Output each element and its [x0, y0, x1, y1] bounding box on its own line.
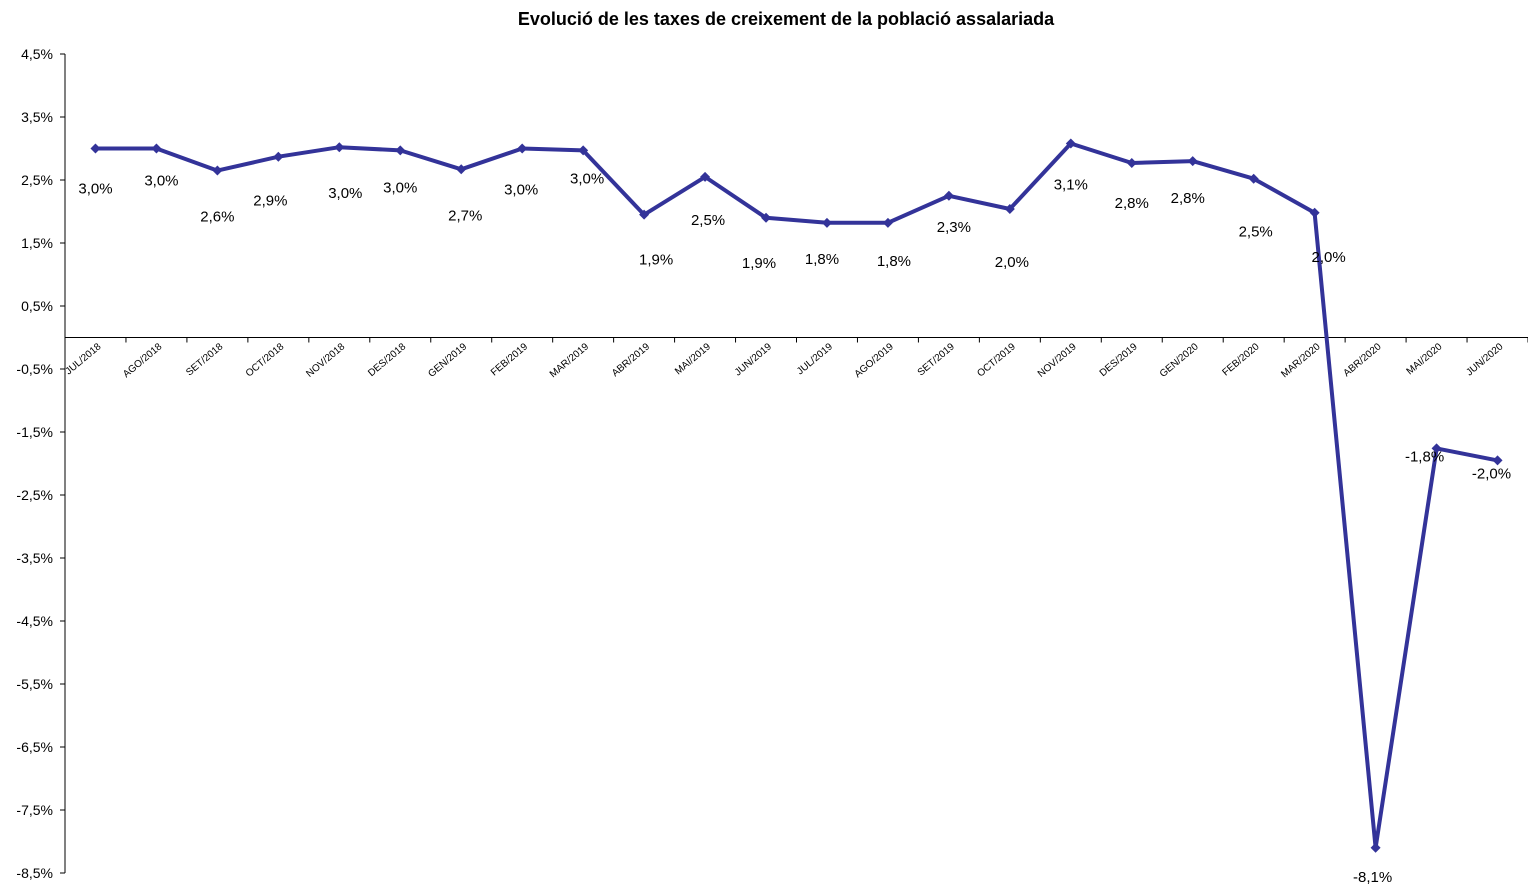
data-label: 2,9%	[253, 193, 287, 210]
data-point	[1309, 207, 1320, 218]
x-tick-label: ABR/2020	[1342, 341, 1384, 379]
data-point	[700, 171, 711, 182]
data-label: 2,5%	[1239, 224, 1273, 241]
data-point	[1126, 157, 1137, 168]
data-label: 2,7%	[448, 207, 482, 224]
x-tick-label: SET/2019	[916, 341, 957, 378]
x-tick-label: OCT/2019	[975, 341, 1018, 379]
x-tick-label: DES/2019	[1098, 341, 1140, 379]
data-label: 3,0%	[383, 179, 417, 196]
data-label: 3,0%	[144, 173, 178, 190]
data-point	[943, 190, 954, 201]
x-tick-label: ABR/2019	[610, 341, 652, 379]
data-point	[334, 142, 345, 153]
x-tick-label: MAR/2020	[1279, 341, 1323, 380]
data-label: 1,8%	[877, 253, 911, 270]
chart-title: Evolució de les taxes de creixement de l…	[517, 9, 1055, 29]
x-tick-label: GEN/2019	[426, 341, 469, 380]
data-point	[1431, 443, 1442, 454]
y-tick-label: -6,5%	[16, 739, 53, 755]
y-tick-label: -7,5%	[16, 802, 53, 818]
data-point	[578, 145, 589, 156]
x-tick-label: MAI/2019	[673, 341, 713, 377]
x-tick-label: GEN/2020	[1158, 341, 1201, 380]
data-label: 1,9%	[639, 252, 673, 269]
x-tick-label: MAI/2020	[1405, 341, 1445, 377]
data-label: 3,1%	[1054, 176, 1088, 193]
x-tick-label: MAR/2019	[548, 341, 592, 380]
data-label: 3,0%	[570, 170, 604, 187]
data-point	[1065, 138, 1076, 149]
data-label: 1,9%	[742, 255, 776, 272]
data-label: 2,0%	[1312, 249, 1346, 266]
data-label: 3,0%	[78, 181, 112, 198]
y-tick-label: -5,5%	[16, 676, 53, 692]
data-label: -2,0%	[1472, 465, 1511, 482]
data-point	[90, 143, 101, 154]
data-label: 2,8%	[1115, 195, 1149, 212]
data-point	[151, 143, 162, 154]
data-point	[1370, 842, 1381, 853]
y-tick-label: -0,5%	[16, 361, 53, 377]
data-label: 2,8%	[1171, 190, 1205, 207]
data-point	[273, 151, 284, 162]
data-label: 2,0%	[995, 254, 1029, 271]
y-tick-label: 2,5%	[21, 172, 53, 188]
data-label: 3,0%	[504, 182, 538, 199]
data-point	[212, 165, 223, 176]
x-tick-label: AGO/2018	[121, 341, 165, 380]
x-tick-label: NOV/2019	[1036, 341, 1079, 380]
y-tick-label: -3,5%	[16, 550, 53, 566]
data-label: -8,1%	[1353, 869, 1392, 886]
data-label: 2,3%	[937, 219, 971, 236]
y-tick-label: -1,5%	[16, 424, 53, 440]
data-point	[761, 212, 772, 223]
y-tick-label: 4,5%	[21, 46, 53, 62]
data-point	[1187, 156, 1198, 167]
x-tick-label: SET/2018	[184, 341, 225, 378]
x-tick-label: JUN/2019	[733, 341, 774, 378]
data-point	[517, 143, 528, 154]
data-label: 1,8%	[805, 251, 839, 268]
data-label: -1,8%	[1405, 448, 1444, 465]
x-tick-label: NOV/2018	[304, 341, 347, 380]
x-tick-label: FEB/2019	[489, 341, 530, 378]
y-tick-label: 1,5%	[21, 235, 53, 251]
series-line	[95, 141, 1498, 850]
y-tick-label: -8,5%	[16, 865, 53, 881]
x-tick-label: JUL/2019	[795, 341, 835, 377]
data-point	[395, 145, 406, 156]
data-point	[456, 164, 467, 175]
y-tick-label: -2,5%	[16, 487, 53, 503]
x-tick-label: JUN/2020	[1464, 341, 1505, 378]
data-point	[1004, 203, 1015, 214]
x-tick-label: FEB/2020	[1220, 341, 1261, 378]
data-label: 3,0%	[328, 185, 362, 202]
data-point	[1492, 455, 1503, 466]
x-tick-label: OCT/2018	[244, 341, 287, 379]
data-point	[1248, 173, 1259, 184]
y-tick-label: -4,5%	[16, 613, 53, 629]
data-label: 2,5%	[691, 212, 725, 229]
x-tick-label: JUL/2018	[64, 341, 104, 377]
data-label: 2,6%	[200, 209, 234, 226]
y-tick-label: 0,5%	[21, 298, 53, 314]
y-tick-label: 3,5%	[21, 109, 53, 125]
data-point	[821, 217, 832, 228]
x-tick-label: AGO/2019	[853, 341, 897, 380]
x-tick-label: DES/2018	[366, 341, 408, 379]
data-point	[639, 209, 650, 220]
data-point	[882, 217, 893, 228]
